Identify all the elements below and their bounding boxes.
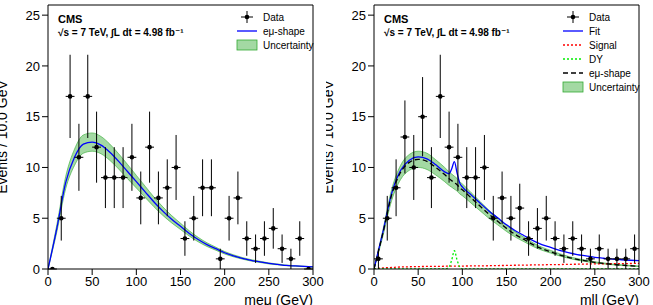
- svg-text:0: 0: [44, 274, 51, 289]
- svg-text:25: 25: [26, 8, 40, 23]
- html-text:Uncertainty: Uncertainty: [263, 39, 314, 51]
- html-text:Fit: Fit: [589, 25, 601, 37]
- svg-text:Events / 10.0 GeV: Events / 10.0 GeV: [326, 80, 336, 194]
- svg-text:10: 10: [352, 160, 366, 175]
- svg-text:meμ (GeV): meμ (GeV): [244, 292, 313, 305]
- svg-text:250: 250: [258, 274, 280, 289]
- html-text:Uncertainty: Uncertainty: [589, 81, 640, 93]
- svg-text:20: 20: [26, 59, 40, 74]
- html-text:√s = 7 TeV, ∫L dt = 4.98 fb⁻¹: √s = 7 TeV, ∫L dt = 4.98 fb⁻¹: [58, 27, 184, 38]
- svg-text:100: 100: [451, 274, 473, 289]
- svg-text:Events / 10.0 GeV: Events / 10.0 GeV: [8, 80, 10, 194]
- svg-text:5: 5: [359, 211, 366, 226]
- html-text:eμ-shape: eμ-shape: [263, 25, 305, 37]
- svg-text:0: 0: [359, 262, 366, 277]
- svg-text:150: 150: [496, 274, 518, 289]
- html-text:CMS: CMS: [384, 13, 409, 25]
- html-text:CMS: CMS: [58, 13, 83, 25]
- html-text:Data: Data: [263, 11, 285, 23]
- svg-text:20: 20: [352, 59, 366, 74]
- svg-text:0: 0: [370, 274, 377, 289]
- svg-text:100: 100: [125, 274, 147, 289]
- svg-text:10: 10: [26, 160, 40, 175]
- svg-text:300: 300: [302, 274, 324, 289]
- svg-text:15: 15: [26, 109, 40, 124]
- html-text:Data: Data: [589, 11, 611, 23]
- svg-text:25: 25: [352, 8, 366, 23]
- svg-text:0: 0: [33, 262, 40, 277]
- svg-text:mll (GeV): mll (GeV): [580, 292, 639, 305]
- html-text:eμ-shape: eμ-shape: [589, 67, 631, 79]
- html-text:√s = 7 TeV, ∫L dt = 4.98 fb⁻¹: √s = 7 TeV, ∫L dt = 4.98 fb⁻¹: [384, 27, 510, 38]
- svg-text:15: 15: [352, 109, 366, 124]
- svg-text:250: 250: [584, 274, 606, 289]
- svg-text:200: 200: [540, 274, 562, 289]
- html-text:Signal: Signal: [589, 39, 617, 51]
- svg-text:50: 50: [85, 274, 99, 289]
- svg-text:5: 5: [33, 211, 40, 226]
- svg-text:200: 200: [214, 274, 236, 289]
- svg-text:150: 150: [170, 274, 192, 289]
- svg-text:300: 300: [628, 274, 645, 289]
- html-text:DY: DY: [589, 53, 603, 65]
- svg-text:50: 50: [411, 274, 425, 289]
